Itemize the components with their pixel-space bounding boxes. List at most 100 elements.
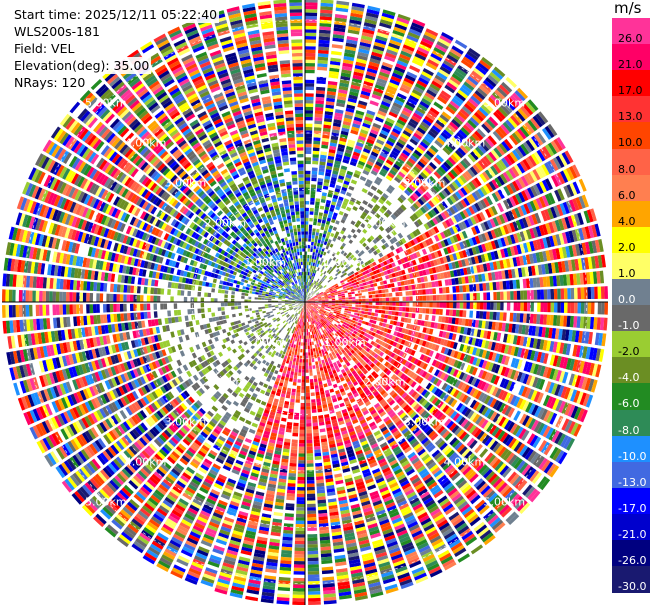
range-gate — [460, 187, 468, 196]
range-gate — [284, 438, 291, 443]
range-gate — [305, 46, 316, 50]
range-gate — [328, 152, 335, 157]
range-gate — [359, 132, 368, 138]
range-gate — [376, 77, 388, 85]
range-gate — [366, 160, 374, 167]
range-gate — [408, 307, 413, 313]
range-gate — [445, 286, 450, 294]
range-gate — [506, 153, 516, 165]
range-gate — [369, 154, 377, 161]
range-gate — [320, 370, 325, 375]
range-gate — [315, 201, 320, 206]
range-gate — [405, 307, 410, 312]
range-gate — [351, 306, 356, 310]
range-gate — [372, 224, 379, 230]
range-gate — [311, 167, 318, 172]
range-gate — [421, 232, 428, 240]
range-gate — [553, 288, 558, 300]
range-gate — [333, 234, 338, 239]
range-gate — [313, 127, 322, 132]
range-gate — [309, 365, 313, 370]
range-gate — [298, 372, 302, 376]
range-gate — [453, 214, 461, 223]
range-gate — [325, 234, 330, 239]
range-gate — [308, 261, 311, 266]
range-gate — [344, 268, 349, 272]
range-gate — [375, 305, 379, 309]
range-gate — [335, 7, 349, 13]
range-gate — [309, 338, 312, 343]
range-gate — [306, 296, 309, 300]
range-gate — [325, 303, 329, 305]
range-gate — [333, 119, 342, 124]
range-gate — [331, 306, 335, 308]
range-gate — [523, 302, 528, 312]
range-gate — [315, 476, 324, 481]
range-gate — [349, 277, 354, 281]
range-gate — [326, 91, 336, 96]
range-gate — [537, 111, 549, 124]
range-gate — [290, 371, 294, 376]
range-gate — [317, 374, 322, 379]
range-gate — [306, 322, 308, 326]
range-gate — [418, 77, 429, 85]
range-gate — [372, 298, 376, 302]
range-gate — [360, 129, 369, 135]
range-gate — [400, 83, 412, 91]
range-gate — [320, 277, 324, 281]
range-gate — [349, 283, 353, 287]
range-gate — [309, 282, 312, 286]
range-gate — [341, 215, 347, 221]
range-gate — [334, 188, 341, 193]
range-gate — [466, 293, 470, 301]
range-gate — [305, 211, 309, 215]
range-gate — [314, 289, 317, 293]
range-gate — [315, 90, 325, 95]
range-gate — [307, 288, 309, 293]
range-gate — [306, 473, 315, 478]
range-gate — [355, 61, 367, 68]
range-gate — [325, 168, 332, 174]
range-gate — [430, 198, 438, 206]
range-gate — [360, 250, 365, 255]
range-gate — [396, 17, 410, 25]
range-gate — [493, 302, 497, 311]
range-gate — [378, 107, 388, 114]
range-gate — [328, 190, 334, 195]
range-gate — [432, 288, 437, 294]
range-gate — [375, 298, 380, 302]
range-gate — [317, 357, 321, 362]
range-gate — [438, 316, 443, 323]
range-gate — [306, 449, 313, 454]
range-gate — [320, 269, 324, 273]
range-gate — [399, 135, 408, 143]
range-gate — [298, 365, 302, 370]
range-gate — [429, 219, 436, 227]
range-gate — [411, 152, 421, 160]
range-gate — [328, 258, 333, 263]
range-gate — [380, 129, 389, 137]
range-gate — [305, 19, 317, 23]
range-gate — [346, 142, 355, 148]
range-gate — [417, 103, 428, 112]
range-gate — [409, 239, 416, 246]
range-gate — [476, 302, 481, 310]
range-gate — [513, 410, 521, 421]
range-gate — [373, 244, 378, 250]
range-gate — [487, 74, 499, 85]
range-gate — [335, 220, 340, 225]
range-gate — [340, 230, 345, 235]
range-gate — [400, 132, 410, 140]
range-gate — [412, 307, 416, 313]
range-gate — [392, 297, 396, 302]
range-gate — [439, 114, 450, 123]
range-gate — [394, 99, 404, 106]
range-gate — [479, 311, 484, 319]
range-gate — [290, 449, 298, 454]
range-gate — [324, 260, 329, 264]
range-gate — [351, 78, 362, 84]
range-gate — [301, 332, 304, 336]
range-gate — [298, 446, 305, 451]
range-gate — [316, 367, 320, 372]
range-gate — [467, 153, 477, 163]
